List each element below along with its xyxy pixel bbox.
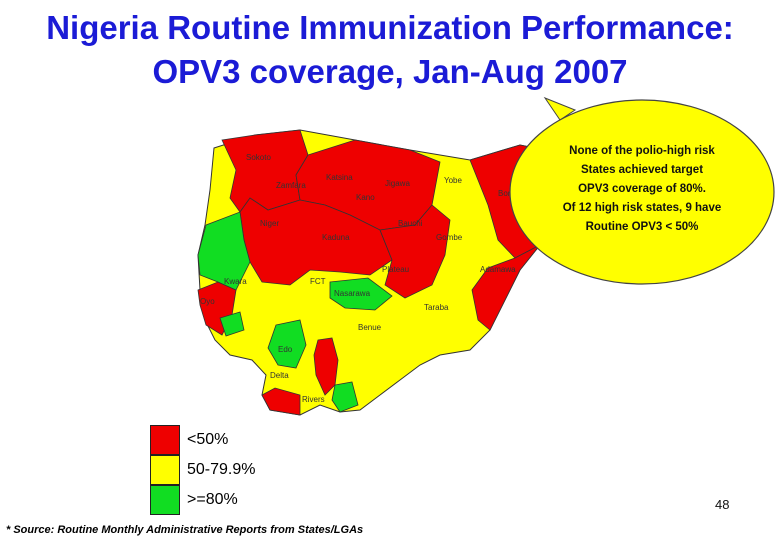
region-kogi-ekiti — [197, 211, 251, 291]
callout-bubble — [509, 99, 775, 285]
title-line-2: OPV3 coverage, Jan-Aug 2007 — [152, 53, 628, 90]
region-nasarawa — [329, 277, 393, 311]
label-jigawa: Jigawa — [385, 179, 410, 188]
label-kwara: Kwara — [224, 277, 247, 286]
callout-line-5: Routine OPV3 < 50% — [585, 221, 699, 233]
label-zamfara: Zamfara — [276, 181, 306, 190]
label-borno: Borno — [498, 189, 520, 198]
label-gombe: Gombe — [436, 233, 463, 242]
label-adamawa: Adamawa — [480, 265, 516, 274]
region-kaduna-niger — [239, 197, 393, 286]
callout-line-3: OPV3 coverage of 80%. — [578, 183, 706, 195]
label-nasarawa: Nasarawa — [334, 289, 371, 298]
label-plateau: Plateau — [382, 265, 409, 274]
label-edo: Edo — [278, 345, 293, 354]
label-fct: FCT — [310, 277, 326, 286]
label-benue: Benue — [358, 323, 382, 332]
label-kaduna: Kaduna — [322, 233, 350, 242]
legend-swatch-low — [150, 425, 180, 455]
region-adamawa — [471, 244, 541, 331]
source-note: * Source: Routine Monthly Administrative… — [6, 524, 364, 536]
region-osun — [219, 311, 245, 337]
title-line-1: Nigeria Routine Immunization Performance… — [46, 9, 734, 46]
label-rivers: Rivers — [302, 395, 325, 404]
region-akwa-ibom — [331, 381, 359, 413]
callout-text: None of the polio-high risk States achie… — [542, 142, 742, 237]
callout-line-4: Of 12 high risk states, 9 have — [562, 202, 722, 214]
legend-swatch-mid — [150, 455, 180, 485]
region-bayelsa — [261, 387, 301, 416]
label-oyo: Oyo — [200, 297, 215, 306]
callout-pointer — [543, 96, 577, 121]
label-katsina: Katsina — [326, 173, 353, 182]
legend-label-mid: 50-79.9% — [187, 461, 256, 478]
region-anambra-imo — [313, 337, 339, 396]
legend-label-high: >=80% — [187, 491, 238, 508]
slide-title: Nigeria Routine Immunization Performance… — [0, 6, 780, 94]
label-kano: Kano — [356, 193, 375, 202]
legend-swatch-high — [150, 485, 180, 515]
callout-line-2: States achieved target — [580, 164, 704, 176]
label-bauchi: Bauchi — [398, 219, 423, 228]
legend-label-low: <50% — [187, 431, 229, 448]
state-labels: Sokoto Katsina Jigawa Yobe Borno Zamfara… — [200, 153, 520, 404]
label-taraba: Taraba — [424, 303, 449, 312]
label-yobe: Yobe — [444, 176, 463, 185]
page-number: 48 — [715, 497, 730, 512]
label-sokoto: Sokoto — [246, 153, 271, 162]
label-niger: Niger — [260, 219, 279, 228]
region-bauchi-plateau — [379, 204, 451, 299]
label-delta: Delta — [270, 371, 289, 380]
callout-line-1: None of the polio-high risk — [569, 145, 715, 157]
region-edo-ondo — [267, 319, 307, 369]
